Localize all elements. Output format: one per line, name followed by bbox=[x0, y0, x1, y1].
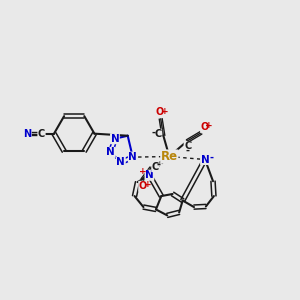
Text: N: N bbox=[145, 170, 154, 180]
Text: -: - bbox=[186, 146, 190, 156]
Text: N: N bbox=[116, 158, 125, 167]
Text: N: N bbox=[23, 129, 31, 139]
Text: +: + bbox=[144, 180, 152, 189]
Text: O: O bbox=[139, 181, 147, 191]
Text: N: N bbox=[106, 147, 115, 158]
Text: -: - bbox=[209, 153, 214, 163]
Text: C: C bbox=[152, 162, 159, 172]
Text: +: + bbox=[139, 167, 147, 176]
Text: N: N bbox=[111, 134, 119, 144]
Text: -: - bbox=[157, 160, 161, 170]
Text: N: N bbox=[128, 152, 137, 162]
Text: C: C bbox=[184, 141, 191, 152]
Text: -: - bbox=[152, 128, 156, 138]
Text: +: + bbox=[161, 106, 169, 116]
Text: O: O bbox=[201, 122, 209, 132]
Text: +: + bbox=[205, 121, 212, 130]
Text: C: C bbox=[38, 129, 45, 139]
Text: N: N bbox=[201, 154, 209, 164]
Text: Re: Re bbox=[161, 150, 178, 163]
Text: O: O bbox=[156, 107, 164, 117]
Text: C: C bbox=[154, 129, 162, 139]
